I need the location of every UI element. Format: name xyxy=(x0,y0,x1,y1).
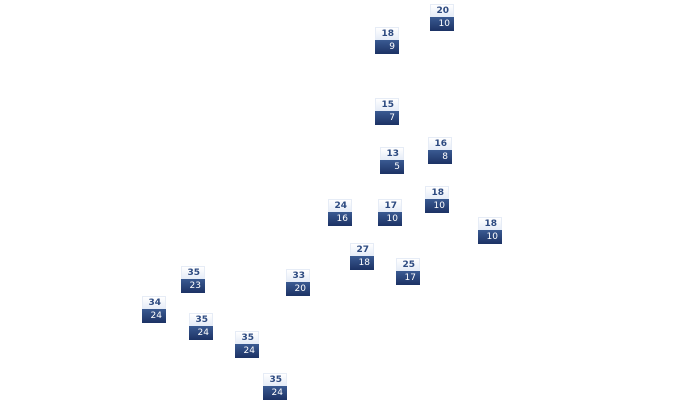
marker-low: 16 xyxy=(328,212,352,226)
marker-low: 24 xyxy=(263,386,287,400)
marker-high: 13 xyxy=(380,147,404,160)
map-marker[interactable]: 15 7 xyxy=(375,98,399,125)
marker-low: 23 xyxy=(181,279,205,293)
map-marker[interactable]: 20 10 xyxy=(430,4,454,31)
marker-low: 20 xyxy=(286,282,310,296)
marker-high: 25 xyxy=(396,258,420,271)
map-marker[interactable]: 27 18 xyxy=(350,243,374,270)
marker-high: 20 xyxy=(430,4,454,17)
marker-low: 7 xyxy=(375,111,399,125)
marker-low: 5 xyxy=(380,160,404,174)
map-marker[interactable]: 35 24 xyxy=(263,373,287,400)
map-marker[interactable]: 13 5 xyxy=(380,147,404,174)
map-marker[interactable]: 16 8 xyxy=(428,137,452,164)
marker-low: 8 xyxy=(428,150,452,164)
map-marker[interactable]: 33 20 xyxy=(286,269,310,296)
map-marker[interactable]: 35 23 xyxy=(181,266,205,293)
map-marker[interactable]: 18 10 xyxy=(478,217,502,244)
map-marker[interactable]: 24 16 xyxy=(328,199,352,226)
map-marker[interactable]: 18 10 xyxy=(425,186,449,213)
marker-low: 24 xyxy=(142,309,166,323)
map-marker[interactable]: 35 24 xyxy=(189,313,213,340)
marker-high: 18 xyxy=(425,186,449,199)
map-marker[interactable]: 18 9 xyxy=(375,27,399,54)
marker-low: 10 xyxy=(430,17,454,31)
marker-high: 35 xyxy=(263,373,287,386)
marker-low: 9 xyxy=(375,40,399,54)
marker-low: 17 xyxy=(396,271,420,285)
marker-high: 35 xyxy=(181,266,205,279)
marker-high: 27 xyxy=(350,243,374,256)
marker-high: 16 xyxy=(428,137,452,150)
marker-high: 18 xyxy=(478,217,502,230)
marker-low: 10 xyxy=(425,199,449,213)
marker-high: 24 xyxy=(328,199,352,212)
marker-high: 35 xyxy=(235,331,259,344)
marker-low: 10 xyxy=(478,230,502,244)
marker-low: 24 xyxy=(189,326,213,340)
map-marker[interactable]: 34 24 xyxy=(142,296,166,323)
marker-high: 34 xyxy=(142,296,166,309)
marker-high: 18 xyxy=(375,27,399,40)
marker-low: 24 xyxy=(235,344,259,358)
marker-high: 35 xyxy=(189,313,213,326)
marker-low: 10 xyxy=(378,212,402,226)
marker-low: 18 xyxy=(350,256,374,270)
map-marker[interactable]: 35 24 xyxy=(235,331,259,358)
marker-high: 17 xyxy=(378,199,402,212)
marker-high: 33 xyxy=(286,269,310,282)
map-marker[interactable]: 25 17 xyxy=(396,258,420,285)
marker-high: 15 xyxy=(375,98,399,111)
map-marker[interactable]: 17 10 xyxy=(378,199,402,226)
